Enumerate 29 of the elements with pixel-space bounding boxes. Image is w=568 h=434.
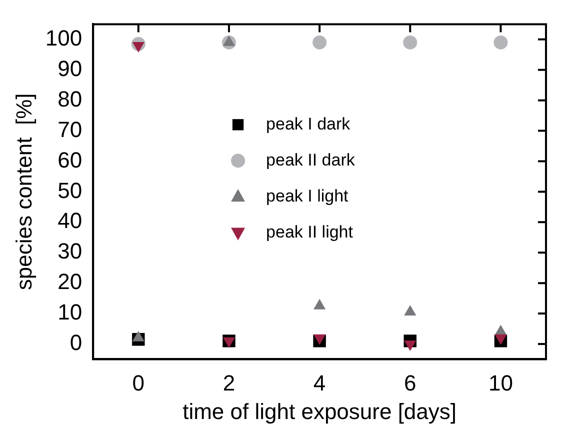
x-tick-label: 6 [404, 370, 416, 396]
legend-label: peak I dark [266, 114, 351, 134]
legend-label: peak II dark [266, 150, 356, 170]
x-tick-label: 10 [488, 370, 513, 396]
x-tick-label: 2 [222, 370, 236, 396]
y-axis-title: species content [%] [11, 93, 36, 290]
legend-label: peak II light [266, 222, 354, 242]
point [222, 337, 236, 348]
y-tick-label: 60 [58, 147, 82, 172]
y-tick-label: 80 [58, 86, 82, 112]
y-tick-label: 50 [58, 178, 82, 203]
y-tick-label: 0 [70, 330, 82, 356]
y-tick-label: 100 [45, 25, 82, 50]
x-tick-label: 0 [132, 370, 145, 396]
y-tick-label: 10 [58, 300, 82, 325]
point [403, 35, 418, 50]
legend-label: peak I light [266, 186, 349, 206]
y-tick-label: 70 [58, 116, 82, 142]
x-axis-title: time of light exposure [days] [182, 398, 457, 424]
point [494, 334, 507, 345]
x-tick-label: 4 [313, 370, 326, 396]
y-tick-label: 30 [58, 238, 82, 264]
y-tick-label: 40 [58, 208, 82, 234]
point [312, 35, 327, 50]
y-tick-label: 90 [58, 56, 82, 81]
point [494, 35, 508, 50]
y-tick-label: 20 [58, 269, 82, 294]
point [404, 340, 416, 351]
point [313, 334, 326, 345]
